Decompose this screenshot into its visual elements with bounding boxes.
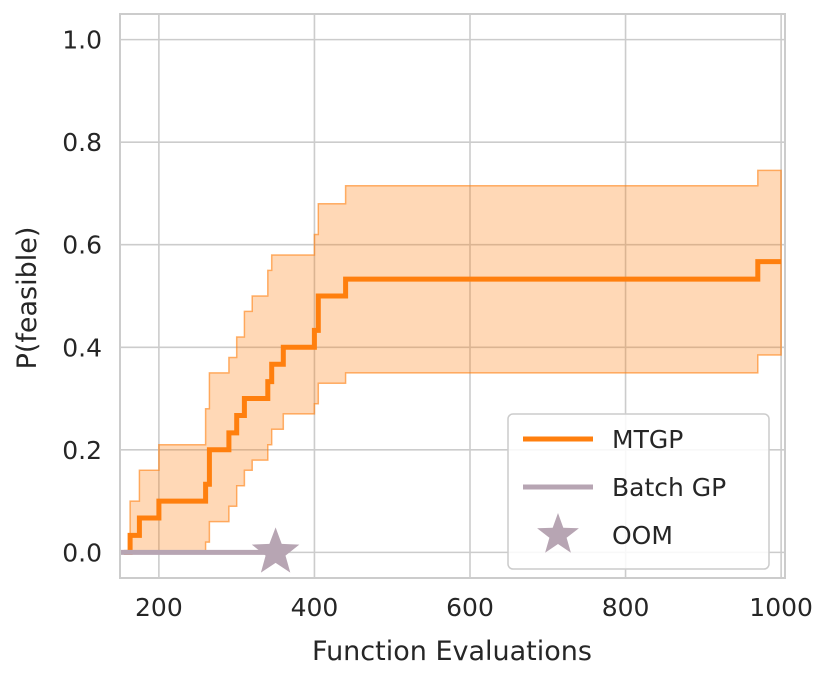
x-tick-label: 600 [446, 593, 494, 622]
marker-oom [251, 527, 300, 573]
x-tick-label: 1000 [749, 593, 813, 622]
y-tick-label: 0.2 [62, 436, 102, 465]
legend-swatch-oom [537, 513, 579, 553]
y-tick-label: 0.8 [62, 128, 102, 157]
y-tick-label: 1.0 [62, 26, 102, 55]
x-tick-label: 400 [291, 593, 339, 622]
x-tick-labels: 200 400 600 800 1000 [135, 593, 813, 622]
y-tick-label: 0.6 [62, 231, 102, 260]
legend-label-oom: OOM [612, 521, 673, 550]
y-tick-label: 0.4 [62, 333, 102, 362]
x-axis-label: Function Evaluations [312, 636, 592, 667]
y-tick-labels: 0.0 0.2 0.4 0.6 0.8 1.0 [62, 26, 102, 568]
confidence-band [123, 169, 782, 554]
band-mtgp [123, 169, 782, 554]
legend-label-mtgp: MTGP [612, 425, 683, 454]
markers [251, 527, 300, 573]
y-axis-label: P(feasible) [12, 227, 43, 370]
series-line-mtgp [123, 259, 782, 555]
y-tick-label: 0.0 [62, 538, 102, 567]
x-tick-label: 800 [602, 593, 650, 622]
plot-frame [119, 13, 786, 579]
grid [120, 14, 785, 578]
legend: MTGP Batch GP OOM [507, 413, 770, 570]
legend-label-batch-gp: Batch GP [612, 473, 726, 502]
x-tick-label: 200 [135, 593, 183, 622]
series-lines [120, 259, 782, 555]
